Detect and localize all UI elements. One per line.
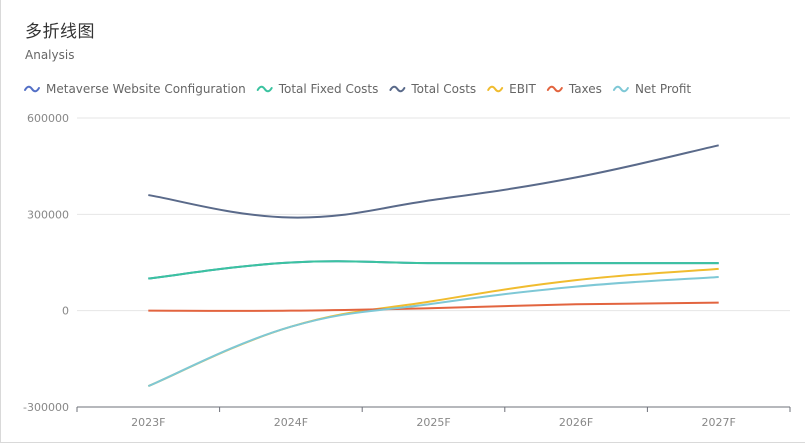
legend-swatch-icon xyxy=(256,85,273,93)
legend-swatch-icon xyxy=(389,85,406,93)
chart-subtitle: Analysis xyxy=(25,48,75,62)
legend-swatch-icon xyxy=(546,85,563,93)
y-tick-label: 0 xyxy=(62,305,69,318)
legend-swatch-icon xyxy=(612,85,629,93)
legend-item-metaverse-website-configuration[interactable]: Metaverse Website Configuration xyxy=(24,82,246,96)
legend-label: Taxes xyxy=(568,82,602,96)
grid xyxy=(77,117,790,312)
series-lines xyxy=(147,144,719,388)
x-tick-label: 2026F xyxy=(559,416,593,429)
legend-label: Total Fixed Costs xyxy=(278,82,379,96)
chart-title: 多折线图 xyxy=(25,22,95,42)
legend-label: EBIT xyxy=(509,82,536,96)
axes: -300000 0 300000 600000 2023F 2024F 2025F 2026F… xyxy=(23,112,791,429)
y-tick-label: 600000 xyxy=(27,112,69,125)
legend-item-ebit[interactable]: EBIT xyxy=(487,82,537,96)
legend: Metaverse Website Configuration Total Fix… xyxy=(24,82,691,96)
legend-label: Net Profit xyxy=(635,82,691,96)
y-tick-label: 300000 xyxy=(27,208,69,221)
series-line-taxes xyxy=(148,301,719,312)
x-tick-label: 2024F xyxy=(274,416,308,429)
x-tick-label: 2023F xyxy=(131,416,165,429)
x-tick-label: 2025F xyxy=(416,416,450,429)
series-line-ebit xyxy=(147,267,719,388)
legend-label: Metaverse Website Configuration xyxy=(46,82,246,96)
series-line-net-profit xyxy=(147,275,719,388)
legend-swatch-icon xyxy=(487,85,504,93)
legend-label: Total Costs xyxy=(410,82,476,96)
series-line-total-fixed-costs xyxy=(148,260,719,280)
legend-swatch-icon xyxy=(24,85,40,93)
y-tick-label: -300000 xyxy=(23,401,69,414)
legend-item-taxes[interactable]: Taxes xyxy=(546,82,602,96)
series-line-total-costs xyxy=(148,144,719,219)
legend-item-total-fixed-costs[interactable]: Total Fixed Costs xyxy=(256,82,379,96)
x-tick-label: 2027F xyxy=(702,416,736,429)
legend-item-total-costs[interactable]: Total Costs xyxy=(389,82,476,96)
legend-item-net-profit[interactable]: Net Profit xyxy=(612,82,691,96)
